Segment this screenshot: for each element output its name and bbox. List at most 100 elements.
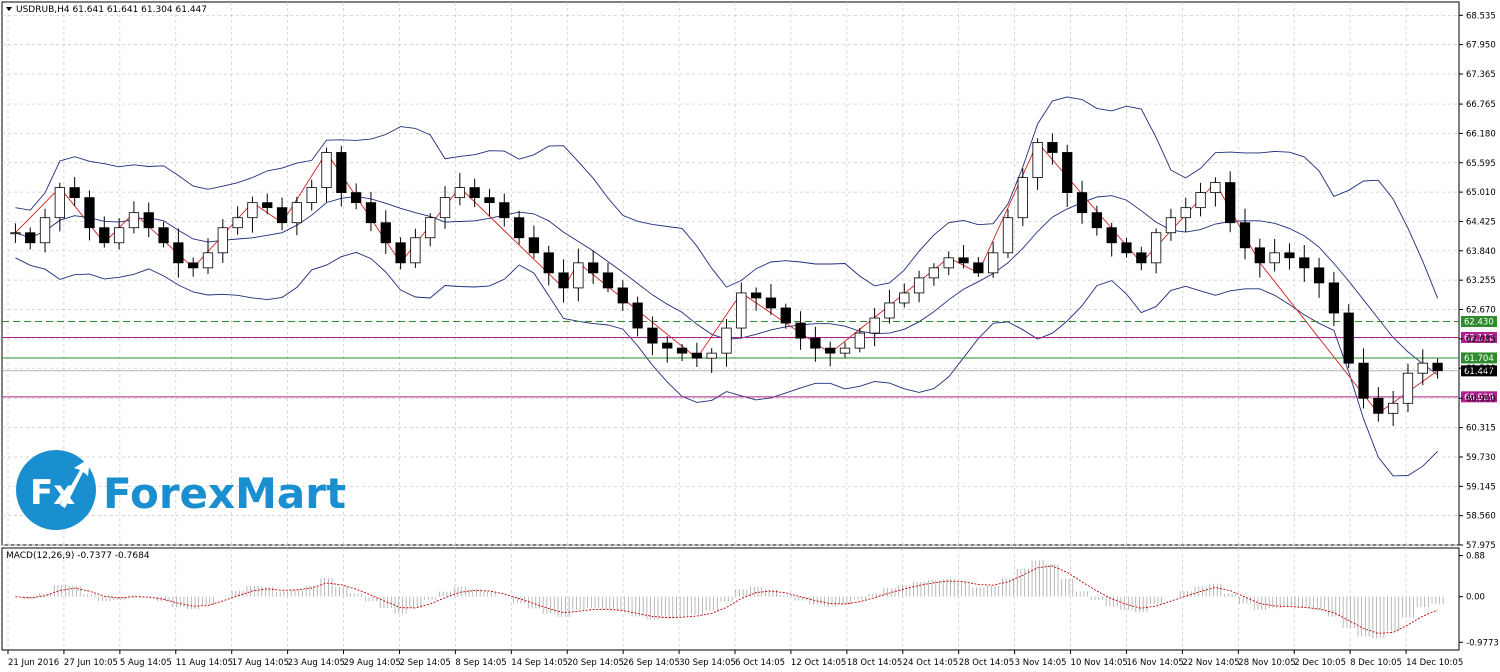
candle-body bbox=[765, 297, 777, 309]
candle-body bbox=[173, 242, 184, 264]
candle-body bbox=[780, 307, 791, 324]
candle-body bbox=[1047, 142, 1058, 153]
candle-body bbox=[10, 232, 21, 235]
candle-body bbox=[69, 187, 80, 199]
candle-body bbox=[262, 202, 273, 209]
candle-body bbox=[1002, 217, 1014, 254]
x-tick-label: 21 Jun 2016 bbox=[8, 658, 59, 668]
x-tick-label: 22 Nov 14:05 bbox=[1182, 658, 1239, 668]
macd-y-tick-label: -0.9773 bbox=[1466, 638, 1499, 648]
candle-body bbox=[365, 202, 377, 224]
main-plot-frame bbox=[1, 1, 1460, 546]
candle-body bbox=[1299, 257, 1310, 269]
y-tick-label: 65.010 bbox=[1466, 188, 1496, 198]
y-tick-label: 61.500 bbox=[1466, 364, 1496, 374]
candle-body bbox=[1313, 267, 1325, 284]
candle-body bbox=[884, 302, 895, 319]
candle-body bbox=[1269, 252, 1280, 264]
level-tag-label: 62.112 bbox=[1464, 333, 1494, 343]
macd-title: MACD(12,26,9) -0.7377 -0.7684 bbox=[6, 551, 150, 561]
logo-name: ForexMart bbox=[103, 469, 346, 518]
level-tag-label: 60.929 bbox=[1464, 393, 1494, 403]
candle-body bbox=[158, 227, 169, 244]
y-tick-label: 63.255 bbox=[1466, 276, 1496, 286]
candle-body bbox=[1091, 212, 1103, 229]
candle-body bbox=[306, 187, 317, 204]
level-tag-label: 61.447 bbox=[1464, 367, 1494, 377]
level-tag-label: 62.430 bbox=[1464, 318, 1494, 328]
candle-body bbox=[25, 232, 36, 244]
candle-body bbox=[1017, 177, 1028, 219]
candle-body bbox=[336, 152, 347, 194]
x-tick-label: 2 Dec 10:05 bbox=[1294, 658, 1346, 668]
candle-body bbox=[1225, 182, 1236, 224]
x-tick-label: 20 Sep 14:05 bbox=[567, 658, 624, 668]
y-tick-label: 58.560 bbox=[1466, 512, 1496, 522]
candle-body bbox=[1284, 252, 1295, 259]
x-tick-label: 6 Oct 14:05 bbox=[735, 658, 785, 668]
candle-body bbox=[1076, 192, 1088, 214]
collapse-triangle-icon[interactable] bbox=[6, 7, 12, 11]
x-tick-label: 30 Sep 14:05 bbox=[679, 658, 736, 668]
candle-body bbox=[676, 347, 688, 354]
candle-body bbox=[1165, 217, 1177, 234]
x-tick-label: 14 Dec 10:05 bbox=[1406, 658, 1463, 668]
candle-body bbox=[499, 202, 510, 219]
candle-body bbox=[573, 262, 584, 289]
x-tick-label: 14 Sep 14:05 bbox=[511, 658, 568, 668]
x-tick-label: 23 Aug 14:05 bbox=[288, 658, 345, 668]
candle-body bbox=[1358, 362, 1369, 399]
candle-body bbox=[1150, 232, 1162, 264]
candle-body bbox=[439, 197, 451, 219]
macd-signal-line bbox=[15, 565, 1438, 634]
x-tick-label: 3 Nov 14:05 bbox=[1015, 658, 1067, 668]
level-tag bbox=[1461, 365, 1497, 377]
y-tick-label: 62.670 bbox=[1466, 305, 1496, 315]
time-axis: 21 Jun 2016 27 Jun 10:05 5 Aug 14:05 11 Aug… bbox=[7, 650, 1463, 668]
candle-body bbox=[958, 257, 969, 264]
candle-body bbox=[202, 252, 214, 269]
candle-body bbox=[528, 237, 540, 254]
y-tick-label: 60.315 bbox=[1466, 424, 1496, 434]
candle-body bbox=[143, 212, 154, 229]
candle-body bbox=[913, 277, 925, 294]
candle-body bbox=[825, 347, 836, 354]
logo-arrow-icon bbox=[60, 458, 90, 508]
candle-body bbox=[54, 187, 65, 219]
candle-body bbox=[869, 317, 880, 334]
candle-body bbox=[1343, 312, 1354, 364]
candle-body bbox=[410, 237, 421, 264]
y-tick-label: 64.425 bbox=[1466, 217, 1496, 227]
bollinger-upper bbox=[15, 96, 1439, 299]
candle-body bbox=[425, 217, 436, 239]
candle-body bbox=[291, 202, 303, 224]
candle-body bbox=[691, 352, 703, 359]
logo-mark: Fx bbox=[30, 473, 75, 513]
candle-body bbox=[736, 292, 747, 329]
logo-circle-icon bbox=[16, 450, 96, 530]
candle-body bbox=[588, 262, 599, 274]
candle-body bbox=[1328, 282, 1340, 314]
candle-body bbox=[1062, 152, 1073, 194]
y-tick-label: 57.975 bbox=[1466, 541, 1496, 551]
candle-body bbox=[276, 207, 288, 224]
macd-panel: 0.88 0.00 -0.9773 bbox=[15, 552, 1499, 648]
price-axis: 68.535 67.950 67.365 66.765 66.180 65.595 65.0… bbox=[1459, 11, 1496, 551]
y-tick-label: 68.535 bbox=[1466, 11, 1496, 21]
candle-body bbox=[543, 252, 554, 274]
macd-y-tick-label: 0.00 bbox=[1466, 593, 1485, 603]
y-tick-label: 66.765 bbox=[1466, 100, 1496, 110]
candle-body bbox=[1106, 227, 1117, 244]
x-tick-label: 10 Nov 14:05 bbox=[1071, 658, 1128, 668]
x-tick-label: 2 Sep 14:05 bbox=[399, 658, 450, 668]
macd-y-tick-label: 0.88 bbox=[1466, 552, 1485, 562]
candle-body bbox=[1432, 362, 1443, 372]
candle-body bbox=[1136, 252, 1147, 264]
y-tick-label: 59.730 bbox=[1466, 453, 1496, 463]
candle-body bbox=[232, 217, 243, 229]
candle-body bbox=[558, 272, 569, 289]
y-tick-label: 63.840 bbox=[1466, 247, 1496, 257]
candle-body bbox=[1239, 222, 1251, 249]
main-chart-title: USDRUB,H4 61.641 61.641 61.304 61.447 bbox=[16, 5, 207, 15]
